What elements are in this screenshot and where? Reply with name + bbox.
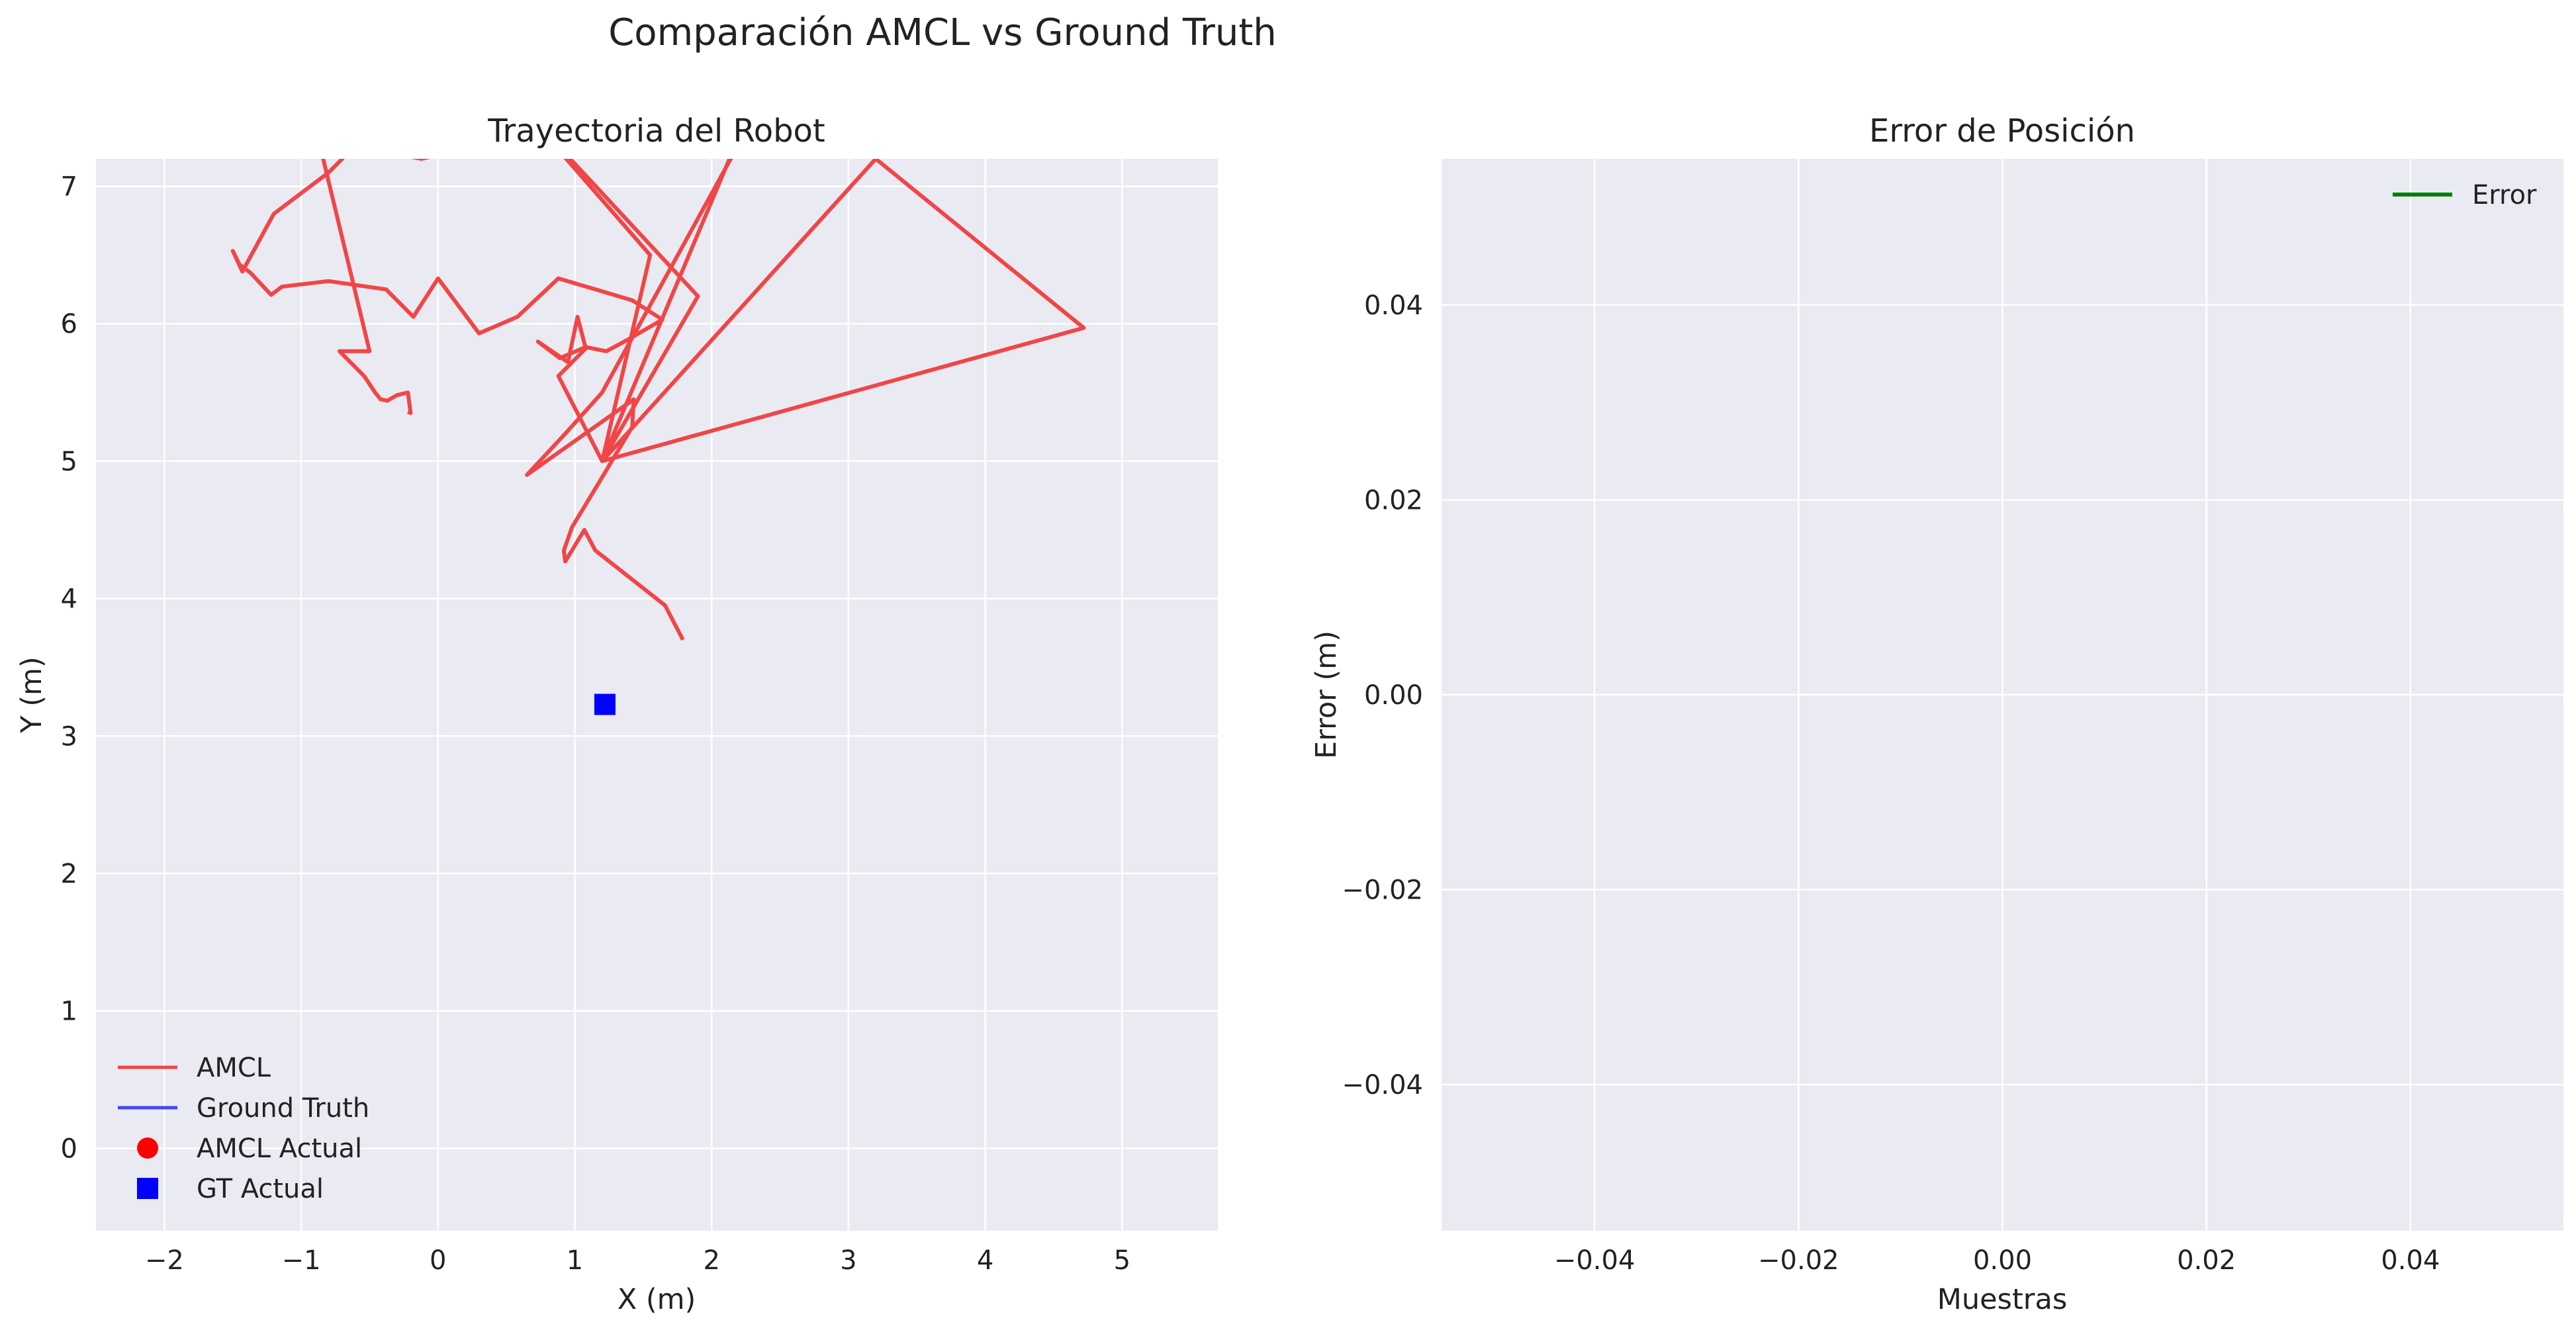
legend-swatch-amcl-actual [137, 1137, 158, 1159]
error-title: Error de Posición [1869, 112, 2135, 150]
error-grid [1442, 159, 2563, 1231]
trajectory-legend: AMCL Ground Truth AMCL Actual GT Actual [118, 1053, 369, 1204]
trajectory-y-tick-label: 0 [61, 1134, 77, 1164]
legend-label-amcl: AMCL [197, 1053, 271, 1083]
trajectory-y-tick-label: 1 [61, 997, 77, 1027]
trajectory-x-tick-label: 3 [840, 1245, 856, 1276]
error-y-tick-label: −0.04 [1342, 1070, 1423, 1100]
trajectory-xlabel: X (m) [618, 1283, 696, 1316]
trajectory-title: Trayectoria del Robot [487, 112, 825, 150]
trajectory-x-tick-label: −1 [282, 1245, 321, 1276]
trajectory-series [230, 159, 1086, 715]
legend-label-amcl-actual: AMCL Actual [197, 1134, 362, 1164]
error-xlabel: Muestras [1937, 1283, 2068, 1316]
trajectory-y-tick-label: 5 [61, 447, 77, 477]
trajectory-x-tick-label: 4 [977, 1245, 993, 1276]
trajectory-ylabel: Y (m) [15, 656, 48, 733]
error-x-tick-label: 0.04 [2381, 1245, 2440, 1276]
error-chart: −0.04 −0.02 0.00 0.02 0.04 −0.04 −0.02 0.00 0.02… [1310, 112, 2563, 1316]
trajectory-x-tick-label: 0 [430, 1245, 446, 1276]
figure-title: Comparación AMCL vs Ground Truth [608, 11, 1277, 54]
error-x-tick-label: −0.02 [1758, 1245, 1839, 1276]
trajectory-y-tick-label: 7 [61, 172, 77, 202]
legend-label-error: Error [2472, 180, 2537, 210]
trajectory-x-tick-label: 5 [1114, 1245, 1130, 1276]
error-y-tick-label: 0.00 [1364, 680, 1423, 711]
error-y-tick-label: −0.02 [1342, 875, 1423, 906]
gt-actual-marker [594, 693, 616, 715]
trajectory-plot-area [96, 159, 1218, 1231]
error-ticks: −0.04 −0.02 0.00 0.02 0.04 −0.04 −0.02 0.00 0.02… [1342, 290, 2440, 1276]
legend-label-gt-actual: GT Actual [197, 1174, 324, 1204]
trajectory-chart: −2 −1 0 1 2 3 4 5 0 1 2 3 4 5 6 7 Trayectoria del Robot… [15, 112, 1218, 1316]
legend-label-ground-truth: Ground Truth [197, 1093, 369, 1124]
legend-swatch-gt-actual [137, 1178, 158, 1199]
trajectory-x-tick-label: 2 [703, 1245, 719, 1276]
error-x-tick-label: 0.02 [2177, 1245, 2236, 1276]
amcl-trajectory-line [230, 159, 1086, 641]
trajectory-y-tick-label: 2 [61, 859, 77, 889]
trajectory-y-tick-label: 3 [61, 721, 77, 752]
trajectory-x-tick-label: −2 [145, 1245, 184, 1276]
error-y-tick-label: 0.04 [1364, 290, 1423, 321]
error-ylabel: Error (m) [1310, 631, 1343, 759]
error-y-tick-label: 0.02 [1364, 485, 1423, 515]
trajectory-y-tick-label: 6 [61, 309, 77, 339]
trajectory-y-tick-label: 4 [61, 584, 77, 615]
trajectory-ticks: −2 −1 0 1 2 3 4 5 0 1 2 3 4 5 6 7 [61, 172, 1130, 1276]
trajectory-x-tick-label: 1 [567, 1245, 583, 1276]
error-x-tick-label: −0.04 [1554, 1245, 1635, 1276]
error-x-tick-label: 0.00 [1973, 1245, 2032, 1276]
error-legend: Error [2393, 180, 2537, 210]
